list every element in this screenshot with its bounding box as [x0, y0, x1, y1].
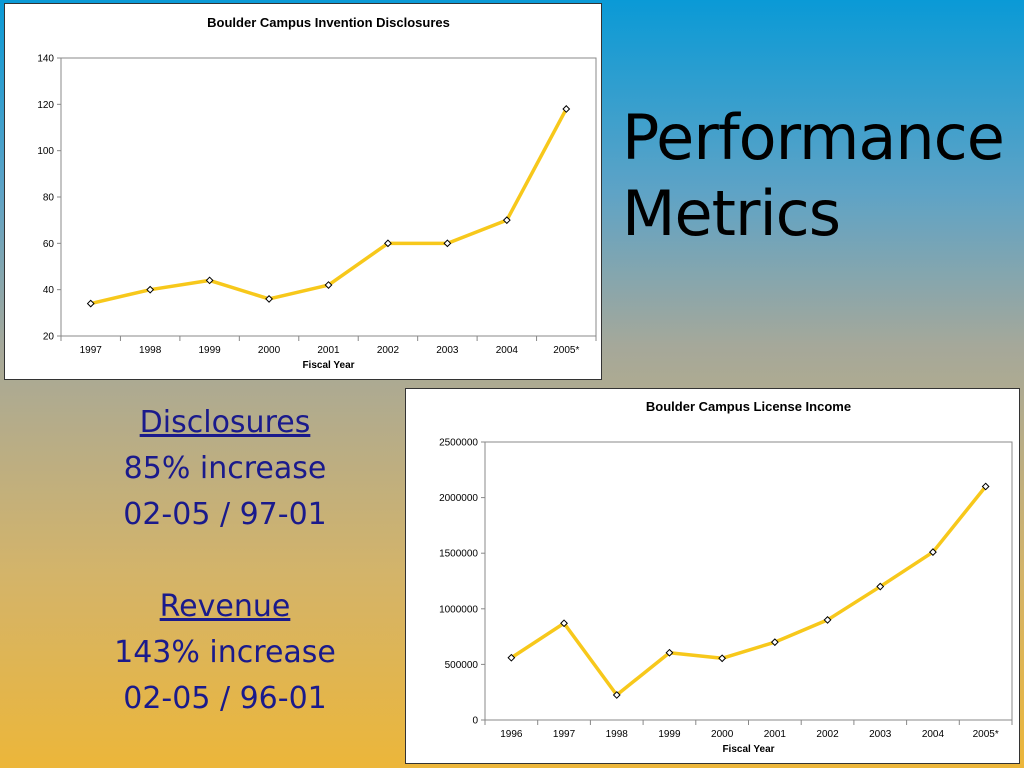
license-income-y-tick-label: 1000000: [439, 604, 478, 615]
disclosures-data-point: [384, 239, 392, 248]
license-income-plot-area: [484, 441, 1013, 721]
disclosures-increase: 85% increase: [123, 451, 327, 486]
slide-title-line1: Performance: [622, 101, 1005, 174]
disclosures-chart: Boulder Campus Invention Disclosures 20 40…: [4, 3, 602, 380]
license-income-chart-svg: Boulder Campus License Income 0 500000 1000…: [439, 399, 1013, 755]
disclosures-data-point: [324, 281, 333, 289]
license-income-x-tick-label: 2003: [869, 729, 892, 740]
revenue-increase: 143% increase: [114, 635, 336, 670]
disclosures-y-tick-label: 100: [37, 146, 54, 157]
revenue-heading: Revenue: [159, 589, 291, 624]
disclosures-data-point: [205, 276, 214, 285]
disclosures-x-tick-label: 1999: [198, 345, 221, 356]
license-income-data-point: [929, 548, 937, 556]
disclosures-x-tick-label: 2001: [317, 345, 340, 356]
license-income-data-point: [981, 482, 990, 491]
disclosures-x-tick-label: 2002: [377, 345, 400, 356]
license-income-y-tick-label: 500000: [445, 660, 479, 671]
disclosures-y-tick-label: 120: [37, 100, 54, 111]
disclosures-title: Boulder Campus Invention Disclosures: [207, 15, 450, 30]
disclosures-data-point: [265, 295, 273, 303]
license-income-x-tick-label: 2005*: [973, 729, 999, 740]
disclosures-data-point: [86, 299, 95, 308]
disclosures-chart-svg: Boulder Campus Invention Disclosures 20 40…: [37, 15, 597, 371]
disclosures-x-tick-label: 1998: [139, 345, 162, 356]
license-income-x-tick-label: 1999: [658, 729, 681, 740]
license-income-data-point: [665, 648, 674, 657]
license-income-x-tick-label: 2000: [711, 729, 734, 740]
license-income-y-tick-label: 2500000: [439, 438, 478, 449]
license-income-x-tick-label: 2001: [764, 729, 787, 740]
revenue-period: 02-05 / 96-01: [123, 681, 327, 716]
license-income-y-tick-label: 2000000: [439, 493, 478, 504]
disclosures-y-tick-label: 20: [43, 332, 55, 343]
disclosures-data-point: [562, 105, 571, 113]
disclosures-series-line: [90, 108, 568, 306]
disclosures-x-axis-label: Fiscal Year: [302, 360, 354, 371]
disclosures-heading: Disclosures: [139, 405, 311, 440]
disclosures-data-point: [443, 239, 452, 248]
license-income-data-point: [718, 654, 727, 663]
disclosures-period: 02-05 / 97-01: [123, 497, 327, 532]
license-income-chart: Boulder Campus License Income 0 500000 1000…: [405, 388, 1020, 764]
slide-title: Performance Metrics: [622, 100, 1022, 252]
disclosures-y-tick-label: 40: [43, 285, 55, 296]
disclosures-data-point: [146, 285, 155, 294]
disclosures-plot-area: [60, 57, 597, 337]
license-income-y-tick-label: 0: [472, 716, 478, 727]
license-income-x-tick-label: 1998: [606, 729, 629, 740]
disclosures-data-point: [502, 216, 511, 225]
license-income-series-line: [510, 485, 988, 697]
license-income-data-point: [770, 638, 779, 647]
disclosures-x-tick-label: 2000: [258, 345, 281, 356]
license-income-x-tick-label: 1996: [500, 729, 523, 740]
license-income-x-tick-label: 1997: [553, 729, 576, 740]
slide-title-line2: Metrics: [622, 177, 841, 250]
disclosures-x-tick-label: 2005*: [553, 345, 579, 356]
stats-panel: Disclosures 85% increase 02-05 / 97-01 R…: [60, 400, 390, 722]
disclosures-x-tick-label: 2004: [496, 345, 519, 356]
disclosures-y-tick-label: 140: [37, 54, 54, 65]
disclosures-x-tick-label: 1997: [80, 345, 103, 356]
disclosures-x-tick-label: 2003: [436, 345, 459, 356]
disclosures-y-tick-label: 60: [43, 239, 55, 250]
license-income-data-point: [612, 691, 621, 699]
license-income-title: Boulder Campus License Income: [646, 399, 851, 414]
disclosures-y-tick-label: 80: [43, 193, 55, 204]
license-income-x-axis-label: Fiscal Year: [722, 744, 774, 755]
license-income-data-point: [823, 616, 832, 624]
license-income-y-tick-label: 1500000: [439, 549, 478, 560]
license-income-x-tick-label: 2004: [922, 729, 945, 740]
license-income-x-tick-label: 2002: [816, 729, 839, 740]
license-income-data-point: [507, 653, 516, 662]
license-income-data-point: [876, 582, 885, 591]
license-income-data-point: [560, 619, 568, 628]
